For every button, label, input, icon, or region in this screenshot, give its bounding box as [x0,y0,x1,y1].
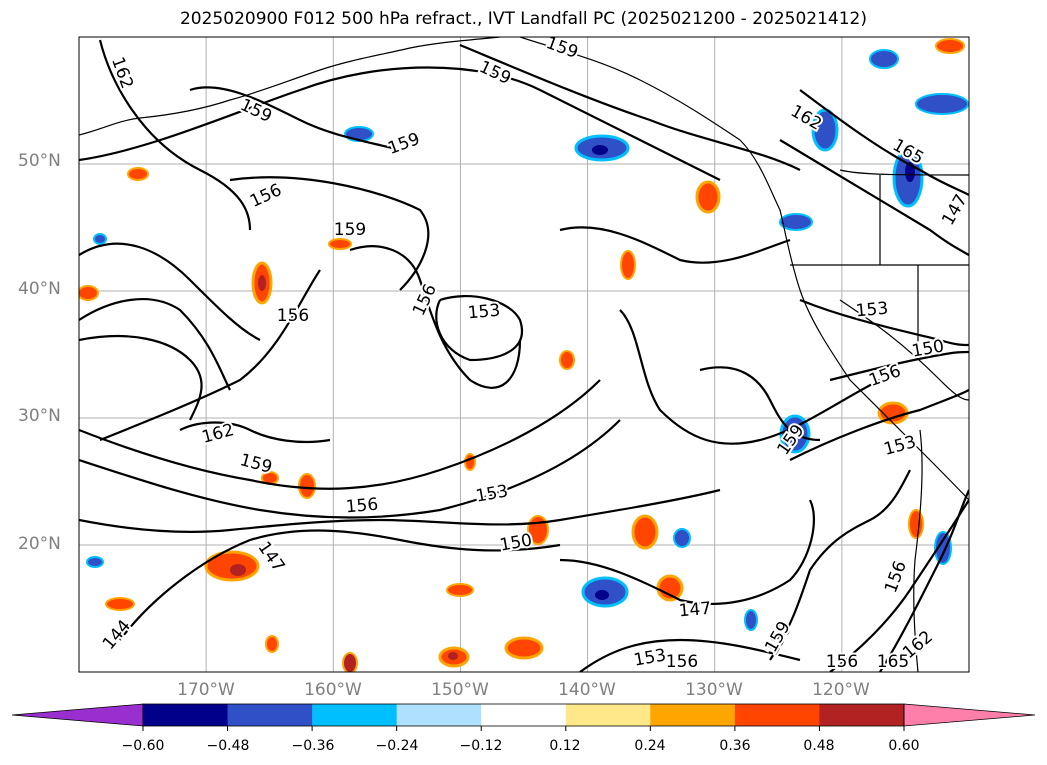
contour-label: 153 [855,299,889,322]
coastlines [79,37,969,672]
lon-label-130: 130°W [685,680,743,700]
lat-label-20: 20°N [18,534,61,554]
lon-label-150: 150°W [431,680,489,700]
cbar-tick: 0.36 [719,738,751,754]
lon-label-120: 120°W [812,680,870,700]
cbar-tick: −0.48 [206,738,250,754]
contour-label: 147 [678,599,712,622]
refractivity-contours [79,39,969,672]
lat-label-50: 50°N [18,151,61,171]
lon-label-140: 140°W [558,680,616,700]
contour-label: 156 [345,495,379,518]
contour-label: 156 [826,652,858,672]
cbar-tick: 0.24 [634,738,666,754]
lon-label-170: 170°W [177,680,235,700]
contour-label: 159 [334,220,366,240]
map-frame [78,36,970,673]
contour-label: 156 [277,306,309,326]
cbar-tick: −0.60 [121,738,165,754]
cbar-tick: 0.48 [803,738,835,754]
shaded-anomalies [79,38,969,672]
lat-label-40: 40°N [18,279,61,299]
cbar-tick: 0.12 [549,738,581,754]
lon-label-160: 160°W [304,680,362,700]
cbar-tick: −0.36 [291,738,335,754]
contour-label: 156 [666,652,698,672]
cbar-tick: −0.24 [375,738,419,754]
lat-label-30: 30°N [18,406,61,426]
cbar-tick: 0.60 [888,738,920,754]
map-title: 2025020900 F012 500 hPa refract., IVT La… [179,9,867,29]
contour-label: 153 [467,301,501,324]
cbar-tick: −0.12 [459,738,503,754]
contour-label: 165 [877,652,909,672]
